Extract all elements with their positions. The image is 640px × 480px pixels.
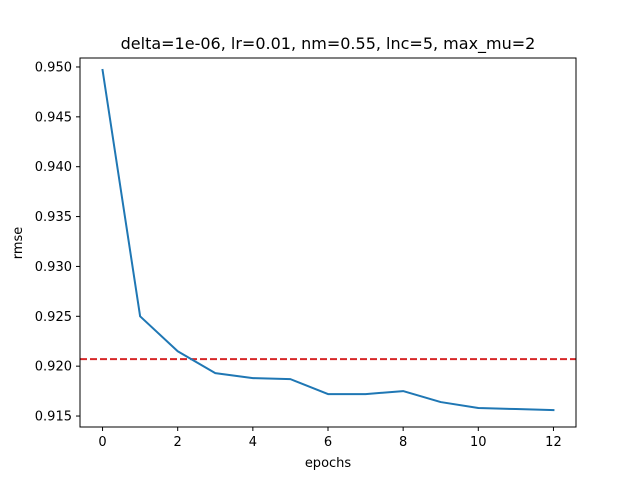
x-tick-label: 0 <box>98 435 106 450</box>
series-line <box>101 68 555 412</box>
y-tick-label: 0.930 <box>35 260 72 275</box>
x-tick-label: 4 <box>249 435 257 450</box>
y-tick-label: 0.915 <box>35 410 72 425</box>
data-series <box>101 68 555 412</box>
x-tick-label: 6 <box>324 435 332 450</box>
y-tick-label: 0.940 <box>35 160 72 175</box>
y-tick-label: 0.945 <box>35 110 72 125</box>
y-tick-label: 0.920 <box>35 360 72 375</box>
x-axis-label: epochs <box>305 456 352 471</box>
x-tick-label: 2 <box>174 435 182 450</box>
y-tick-label: 0.935 <box>35 210 72 225</box>
x-tick-label: 8 <box>399 435 407 450</box>
y-axis-label: rmse <box>11 227 26 260</box>
x-tick-label: 10 <box>470 435 487 450</box>
y-tick-label: 0.925 <box>35 310 72 325</box>
x-tick-label: 12 <box>545 435 562 450</box>
chart-title: delta=1e-06, lr=0.01, nm=0.55, lnc=5, ma… <box>121 34 536 54</box>
y-axis: 0.915 0.920 0.925 0.930 0.935 0.940 0.945 0.950 <box>35 60 80 425</box>
y-tick-label: 0.950 <box>35 60 72 75</box>
x-axis: 0 2 4 6 8 10 12 <box>98 427 562 450</box>
